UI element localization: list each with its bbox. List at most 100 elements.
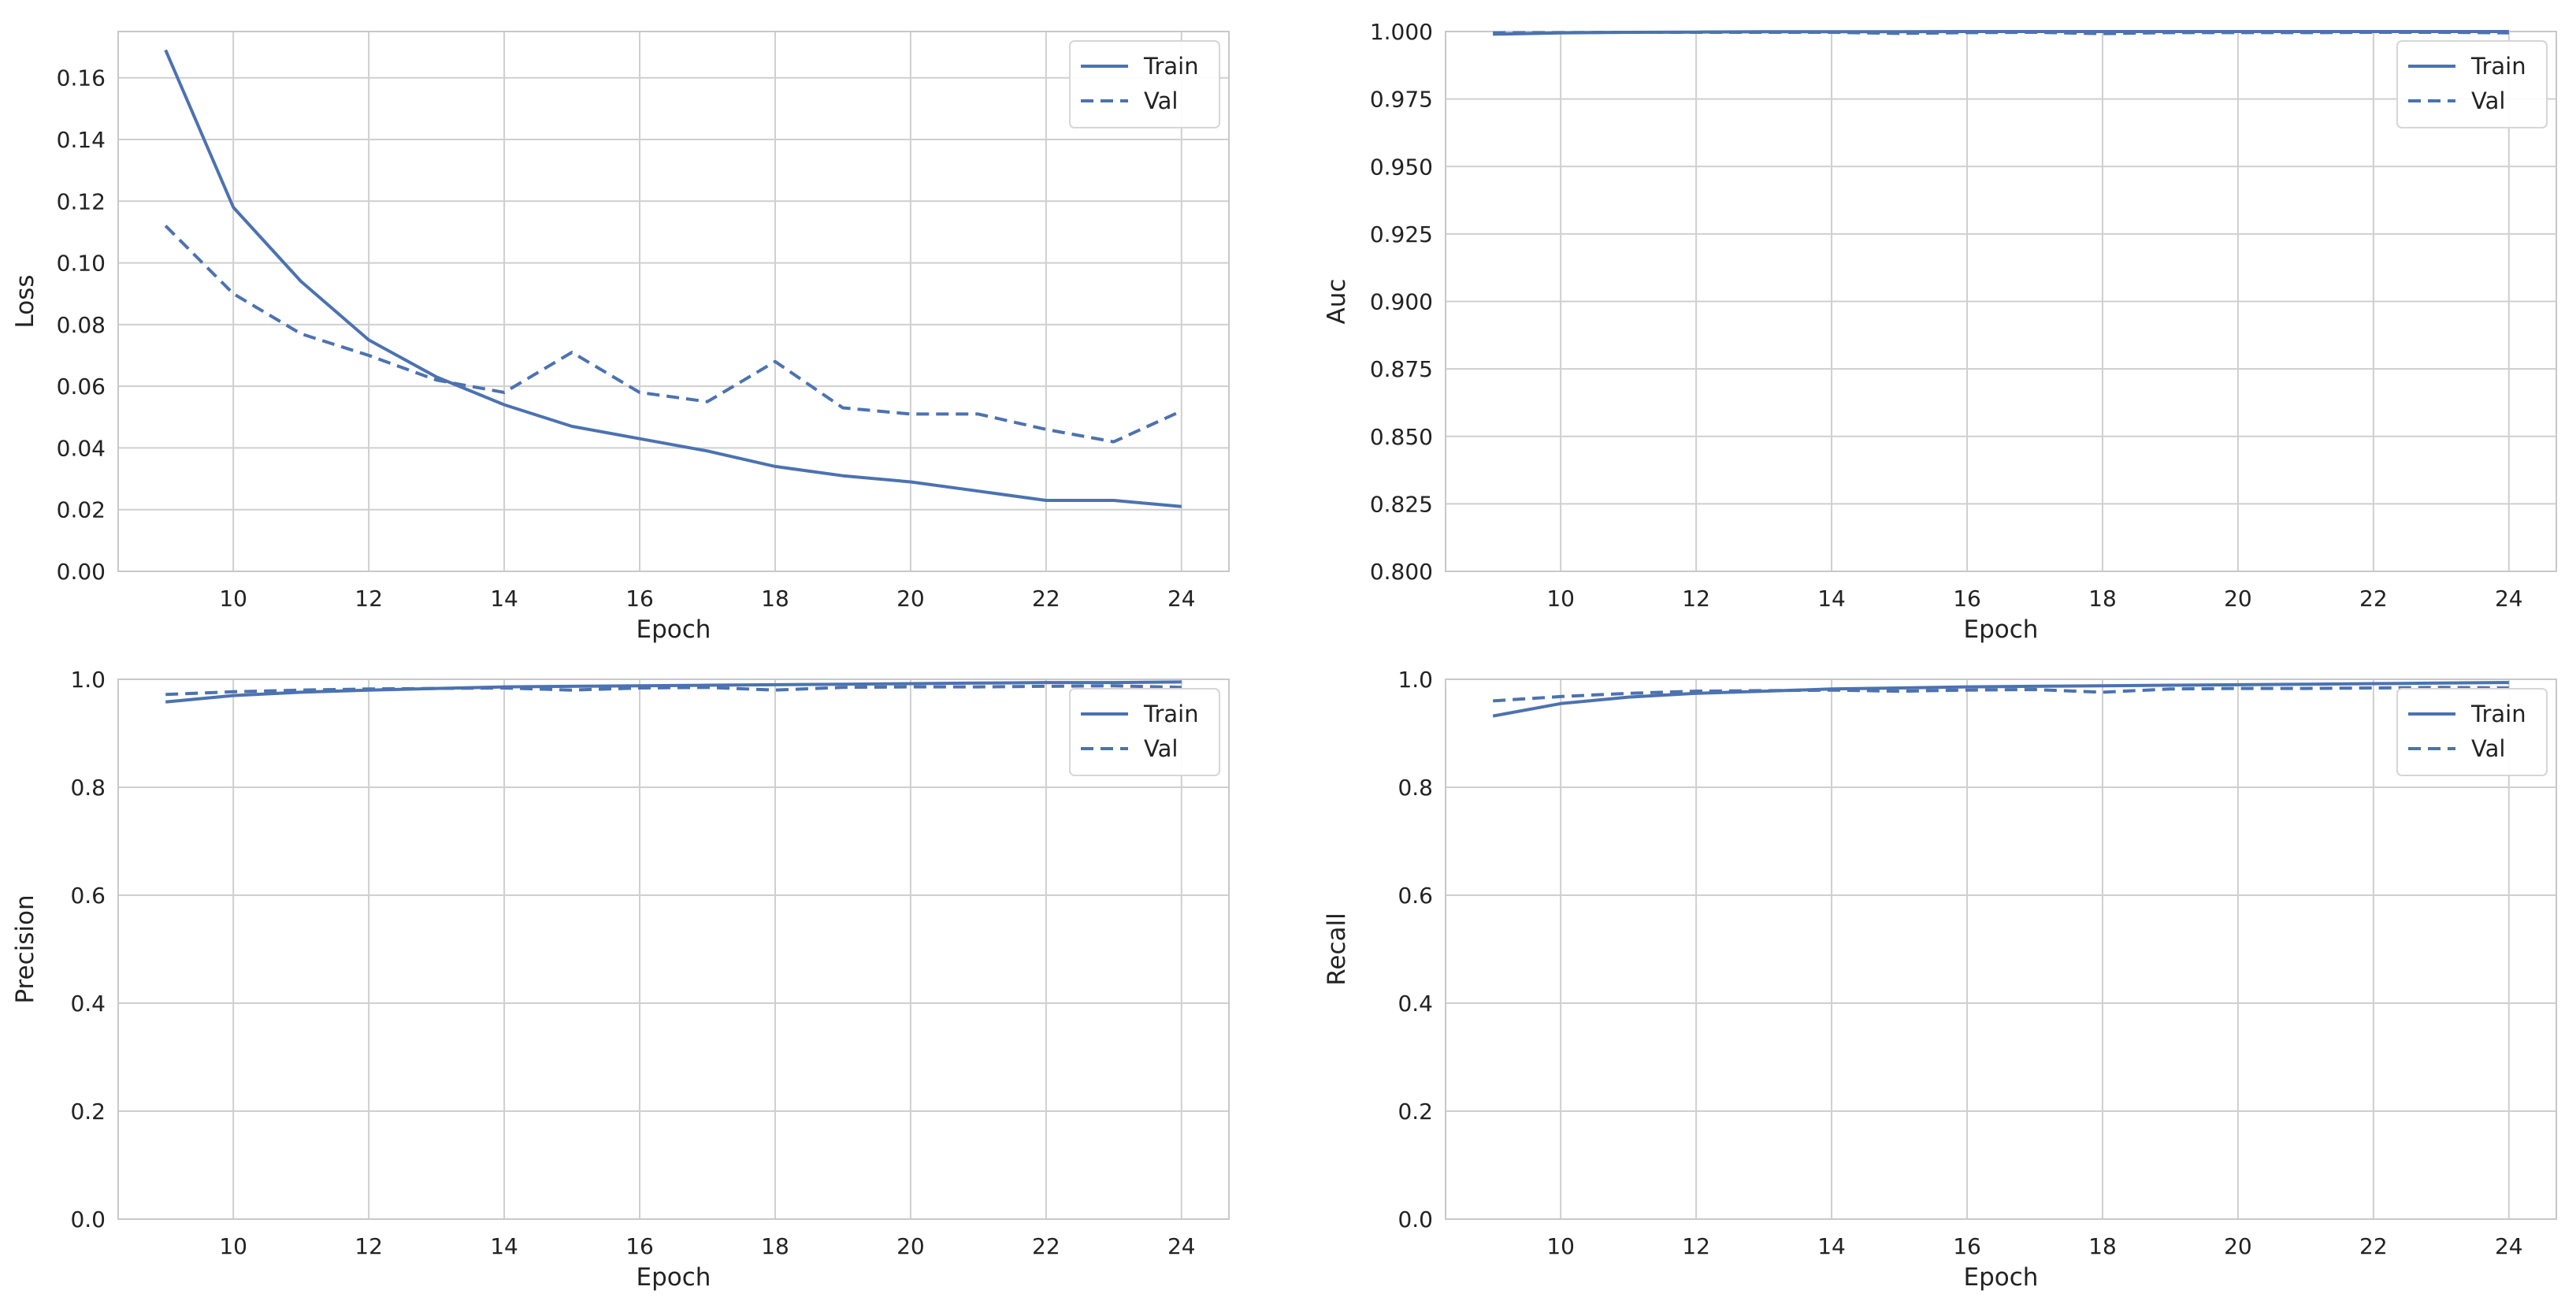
x-tick-label: 14	[1817, 1233, 1846, 1259]
series-line-train	[165, 680, 1182, 704]
plot-area	[1446, 679, 2556, 1219]
y-tick-label: 0.12	[57, 188, 106, 214]
series-line-val	[165, 684, 1182, 697]
x-tick-label: 10	[1546, 1233, 1575, 1259]
y-tick-label: 0.4	[70, 991, 106, 1017]
x-tick-label: 10	[1546, 586, 1575, 612]
series-line-val	[1493, 686, 2509, 703]
x-tick-label: 20	[896, 586, 925, 612]
x-tick-label: 18	[2088, 586, 2117, 612]
y-tick-label: 0.06	[57, 374, 106, 400]
series-line-train	[164, 49, 1182, 508]
x-tick-label: 22	[1032, 586, 1060, 612]
y-tick-label: 0.08	[57, 312, 106, 338]
y-axis-label: Loss	[11, 275, 39, 329]
x-tick-label: 10	[219, 586, 247, 612]
x-axis-label: Epoch	[637, 615, 711, 644]
legend: Train Val	[2396, 688, 2548, 776]
y-tick-label: 0.16	[57, 65, 106, 91]
x-tick-label: 20	[896, 1233, 925, 1259]
x-tick-label: 24	[2495, 586, 2523, 612]
legend-box	[2396, 40, 2548, 128]
x-tick-label: 18	[2088, 1233, 2117, 1259]
x-tick-label: 16	[625, 586, 654, 612]
y-tick-label: 1.0	[1397, 667, 1433, 693]
x-tick-label: 24	[1167, 586, 1196, 612]
legend-label-train: Train	[1143, 53, 1199, 80]
plot-area	[118, 32, 1229, 571]
x-tick-label: 20	[2224, 586, 2252, 612]
x-tick-label: 10	[219, 1233, 247, 1259]
legend-box	[1069, 40, 1220, 128]
y-tick-label: 0.875	[1370, 356, 1433, 382]
plot-frame	[1445, 679, 2557, 1220]
x-tick-label: 22	[2359, 1233, 2388, 1259]
legend-label-train: Train	[2470, 701, 2526, 727]
y-tick-label: 1.000	[1370, 19, 1433, 45]
x-tick-label: 24	[1167, 1233, 1196, 1259]
x-tick-label: 12	[354, 1233, 383, 1259]
y-tick-label: 0.2	[1397, 1099, 1433, 1125]
y-axis-label: Precision	[11, 894, 39, 1003]
legend: Train Val	[1069, 688, 1220, 776]
y-tick-label: 0.00	[57, 559, 106, 585]
y-tick-label: 0.0	[1397, 1206, 1433, 1232]
y-tick-label: 0.6	[1397, 883, 1433, 909]
y-tick-label: 1.0	[70, 667, 106, 693]
y-tick-label: 0.850	[1370, 424, 1433, 450]
x-tick-label: 16	[625, 1233, 654, 1259]
y-tick-label: 0.6	[70, 883, 106, 909]
y-tick-label: 0.925	[1370, 221, 1433, 247]
series-line-val	[1493, 31, 2509, 35]
x-tick-label: 12	[1682, 586, 1710, 612]
y-tick-label: 0.900	[1370, 289, 1433, 315]
y-tick-label: 0.14	[57, 127, 106, 153]
y-tick-label: 0.04	[57, 435, 106, 461]
legend-label-val: Val	[1144, 87, 1178, 114]
x-axis-label: Epoch	[637, 1263, 711, 1292]
x-tick-label: 16	[1953, 1233, 1981, 1259]
y-tick-label: 0.8	[70, 775, 106, 801]
plot-area	[118, 679, 1229, 1219]
x-tick-label: 22	[1032, 1233, 1060, 1259]
legend-label-val: Val	[2471, 87, 2505, 114]
y-axis-label: Auc	[1323, 279, 1351, 325]
x-tick-label: 14	[1817, 586, 1846, 612]
x-tick-label: 16	[1953, 586, 1981, 612]
y-tick-label: 0.02	[57, 497, 106, 523]
x-axis-label: Epoch	[1964, 615, 2039, 644]
legend-box	[2396, 688, 2548, 776]
y-tick-label: 0.8	[1397, 775, 1433, 801]
x-tick-label: 14	[490, 586, 518, 612]
x-tick-label: 24	[2495, 1233, 2523, 1259]
chart-panel-auc: 10 12 14 16 18 20 22 24 0.800 0.825 0.850 0.875 0.90…	[1323, 19, 2557, 644]
y-axis-label: Recall	[1323, 913, 1351, 986]
legend-label-val: Val	[1144, 735, 1178, 762]
legend: Train Val	[1069, 40, 1220, 128]
legend: Train Val	[2396, 40, 2548, 128]
chart-panel-recall: 10 12 14 16 18 20 22 24 0.0 0.2 0.4 0.6 0.8 1.0 Epoch R…	[1323, 667, 2557, 1292]
x-tick-label: 18	[761, 1233, 789, 1259]
x-tick-label: 20	[2224, 1233, 2252, 1259]
y-tick-label: 0.2	[70, 1099, 106, 1125]
chart-panel-precision: 10 12 14 16 18 20 22 24 0.0 0.2 0.4 0.6 0.8 1.0 Epoch P…	[11, 667, 1230, 1292]
y-tick-label: 0.950	[1370, 154, 1433, 180]
x-tick-label: 18	[761, 586, 789, 612]
y-tick-label: 0.0	[70, 1206, 106, 1232]
x-tick-label: 12	[1682, 1233, 1710, 1259]
legend-label-val: Val	[2471, 735, 2505, 762]
plot-frame	[117, 679, 1230, 1220]
legend-box	[1069, 688, 1220, 776]
legend-label-train: Train	[2470, 53, 2526, 80]
series-line-train	[1492, 681, 2509, 718]
x-tick-label: 12	[354, 586, 383, 612]
plot-frame	[117, 31, 1230, 572]
legend-label-train: Train	[1143, 701, 1199, 727]
x-tick-label: 14	[490, 1233, 518, 1259]
y-tick-label: 0.4	[1397, 991, 1433, 1017]
y-tick-label: 0.800	[1370, 559, 1433, 585]
y-tick-label: 0.975	[1370, 87, 1433, 113]
x-axis-label: Epoch	[1964, 1263, 2039, 1292]
x-tick-label: 22	[2359, 586, 2388, 612]
